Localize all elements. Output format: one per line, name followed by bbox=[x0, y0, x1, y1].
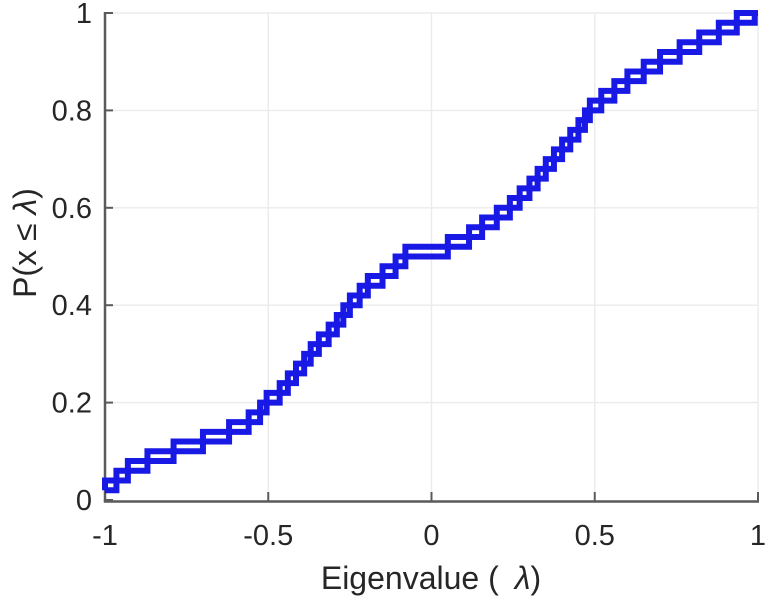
ecdf-stairs-post bbox=[105, 10, 758, 494]
x-axis-label: Eigenvalue (λ) bbox=[321, 560, 541, 596]
gridlines bbox=[105, 12, 759, 500]
y-tick-label: 0 bbox=[76, 485, 92, 517]
y-tick-label: 0.4 bbox=[52, 290, 92, 322]
y-axis-label-text: P(x bbox=[7, 241, 43, 298]
x-tick-label: -1 bbox=[92, 520, 118, 552]
ecdf-stairs-pre bbox=[102, 10, 758, 491]
lambda-symbol: λ bbox=[7, 199, 43, 217]
y-tick-label: 0.6 bbox=[52, 193, 92, 225]
x-tick-label: 1 bbox=[750, 520, 766, 552]
x-tick-label: 0 bbox=[423, 520, 439, 552]
x-axis-label-text: Eigenvalue ( bbox=[321, 560, 499, 596]
axis-ticks bbox=[104, 12, 759, 501]
tick-labels: -1 -0.5 0 0.5 1 0 0.2 0.4 0.6 0.8 1 bbox=[52, 0, 766, 552]
lambda-symbol: λ bbox=[513, 560, 531, 596]
x-tick-label: -0.5 bbox=[243, 520, 293, 552]
y-axis-label: P(x ≤λ) bbox=[7, 188, 43, 298]
y-tick-label: 0.8 bbox=[52, 95, 92, 127]
y-tick-label: 1 bbox=[76, 0, 92, 30]
x-tick-label: 0.5 bbox=[575, 520, 615, 552]
leq-symbol: ≤ bbox=[7, 223, 43, 241]
y-tick-label: 0.2 bbox=[52, 388, 92, 420]
